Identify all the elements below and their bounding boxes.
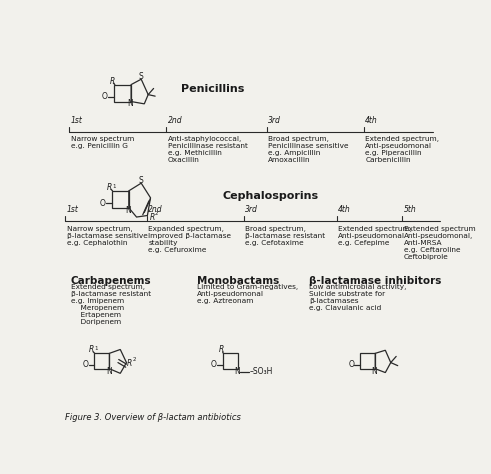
Text: 4th: 4th <box>365 116 378 125</box>
Text: R: R <box>127 359 132 368</box>
Text: N: N <box>234 367 240 376</box>
Text: Penicillins: Penicillins <box>181 84 244 94</box>
Text: 1st: 1st <box>67 205 79 214</box>
Text: 2: 2 <box>155 210 159 216</box>
Text: R: R <box>218 345 223 354</box>
Text: Extended spectrum,
Anti-pseudomonal
e.g. Cefepime: Extended spectrum, Anti-pseudomonal e.g.… <box>338 226 412 246</box>
Text: N: N <box>125 206 131 215</box>
Text: S: S <box>139 176 143 185</box>
Text: 1st: 1st <box>71 116 82 125</box>
Text: Limited to Gram-negatives,
Anti-pseudomonal
e.g. Aztreonam: Limited to Gram-negatives, Anti-pseudomo… <box>197 284 298 304</box>
Text: O: O <box>211 360 217 369</box>
Text: R: R <box>110 77 115 86</box>
Text: S: S <box>139 73 143 82</box>
Text: Carbapenems: Carbapenems <box>71 276 151 286</box>
Text: O: O <box>82 360 88 369</box>
Text: Monobactams: Monobactams <box>197 276 279 286</box>
Text: Broad spectrum,
β-lactamase resistant
e.g. Cefotaxime: Broad spectrum, β-lactamase resistant e.… <box>245 226 325 246</box>
Text: R: R <box>149 212 155 221</box>
Text: Anti-staphylococcal,
Penicillinase resistant
e.g. Methicillin
Oxacillin: Anti-staphylococcal, Penicillinase resis… <box>167 136 247 163</box>
Text: Extended spectrum,
Anti-pseudomonal
e.g. Piperacillin
Carbenicillin: Extended spectrum, Anti-pseudomonal e.g.… <box>365 136 439 163</box>
Text: 2: 2 <box>133 357 136 362</box>
Text: O: O <box>348 360 354 369</box>
Text: Extended spectrum
Anti-pseudomonal,
Anti-MRSA
e.g. Ceftaroline
Ceftobiprole: Extended spectrum Anti-pseudomonal, Anti… <box>404 226 476 259</box>
Text: N: N <box>106 367 111 376</box>
Text: R: R <box>107 182 112 191</box>
Text: 3rd: 3rd <box>245 205 258 214</box>
Text: 3rd: 3rd <box>268 116 281 125</box>
Text: N: N <box>372 367 378 376</box>
Text: Cephalosporins: Cephalosporins <box>222 191 319 201</box>
Text: 2nd: 2nd <box>167 116 182 125</box>
Text: 5th: 5th <box>404 205 417 214</box>
Text: –SO₃H: –SO₃H <box>250 367 273 376</box>
Text: Expanded spectrum,
Improved β-lactamase
stability
e.g. Cefuroxime: Expanded spectrum, Improved β-lactamase … <box>148 226 231 253</box>
Text: Low antimicrobial activity,
Suicide substrate for
β-lactamases
e.g. Clavulanic a: Low antimicrobial activity, Suicide subs… <box>309 284 407 311</box>
Text: Broad spectrum,
Penicillinase sensitive
e.g. Ampicillin
Amoxacillin: Broad spectrum, Penicillinase sensitive … <box>268 136 349 163</box>
Text: N: N <box>128 100 133 109</box>
Text: Narrow spectrum,
β-lactamase sensitive
e.g. Cephalothin: Narrow spectrum, β-lactamase sensitive e… <box>67 226 148 246</box>
Text: O: O <box>102 92 108 101</box>
Text: 4th: 4th <box>338 205 351 214</box>
Text: Narrow spectrum
e.g. Penicillin G: Narrow spectrum e.g. Penicillin G <box>71 136 134 149</box>
Text: Extended spectrum,
β-lactamase resistant
e.g. Imipenem
    Meropenem
    Ertapen: Extended spectrum, β-lactamase resistant… <box>71 284 151 325</box>
Text: 1: 1 <box>95 346 98 351</box>
Text: R: R <box>89 345 94 354</box>
Text: 1: 1 <box>112 183 116 189</box>
Text: β-lactamase inhibitors: β-lactamase inhibitors <box>309 276 442 286</box>
Text: Figure 3. Overview of β-lactam antibiotics: Figure 3. Overview of β-lactam antibioti… <box>65 413 241 421</box>
Text: O: O <box>100 199 106 208</box>
Text: 2nd: 2nd <box>148 205 163 214</box>
